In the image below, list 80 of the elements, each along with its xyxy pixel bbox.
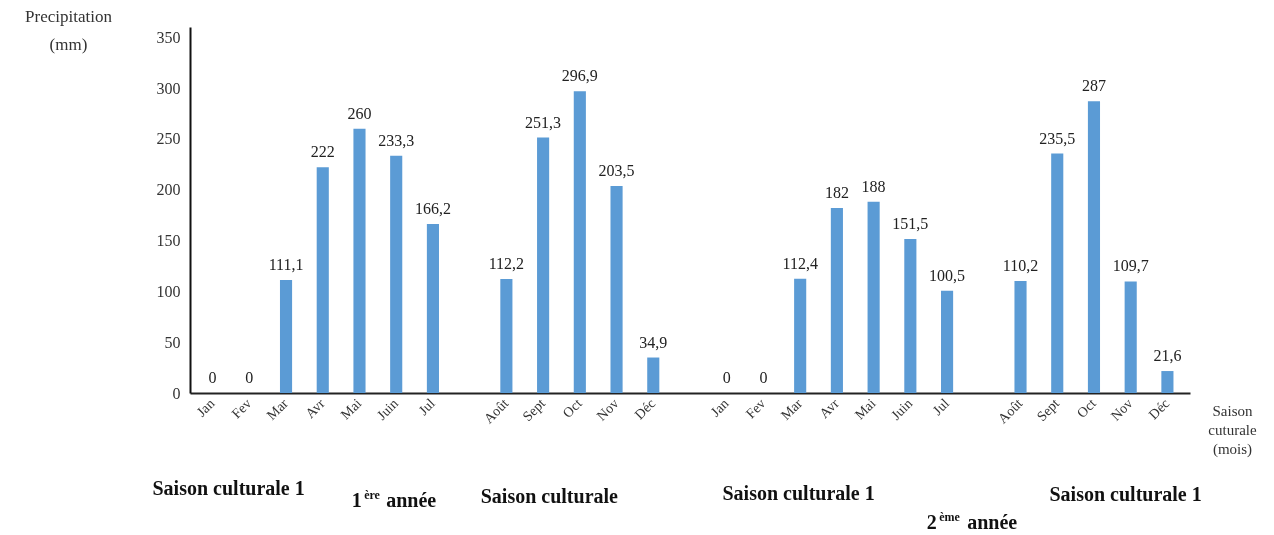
x-tick-label: Déc [631, 395, 659, 423]
x-tick-label: Juin [374, 395, 402, 423]
bar [390, 155, 403, 393]
x-tick-label: Sept [519, 395, 549, 425]
x-tick-label: Mar [778, 395, 806, 423]
x-tick-label: Fev [228, 395, 255, 422]
x-tick-label: Oct [1074, 395, 1099, 421]
y-tick-label: 50 [164, 333, 181, 351]
data-label: 110,2 [1002, 256, 1039, 274]
x-axis-title: Saison cuturale (mois) [1208, 402, 1257, 458]
bar [830, 207, 843, 393]
bar [353, 128, 366, 393]
x-tick-label: Juin [888, 395, 916, 423]
data-label: 235,5 [1039, 129, 1076, 147]
data-label: 112,4 [782, 254, 818, 272]
bar [647, 357, 660, 393]
bar [1087, 101, 1101, 393]
data-label: 0 [245, 369, 254, 386]
data-label: 222 [310, 143, 335, 161]
x-tick-label: Jul [415, 395, 438, 419]
bar [573, 91, 586, 393]
data-label: 34,9 [639, 333, 668, 351]
x-tick-label: Mai [337, 395, 365, 423]
bar [500, 278, 513, 393]
bar [316, 167, 329, 393]
bar [426, 224, 439, 393]
x-tick-label: Oct [559, 395, 585, 421]
x-tick-label: Jul [929, 395, 953, 419]
y-tick-label: 0 [172, 384, 181, 402]
data-label: 111,1 [268, 256, 304, 274]
data-label: 0 [722, 369, 731, 386]
text: Saison culturale 1 [152, 477, 305, 499]
y-tick-label: 300 [156, 79, 181, 97]
bar [1161, 371, 1174, 393]
y-tick-label: 100 [156, 282, 181, 300]
text: Saison culturale [480, 485, 619, 507]
data-label: 188 [861, 177, 886, 195]
bar [1014, 280, 1027, 393]
data-label: 112,2 [488, 254, 525, 272]
y-tick-label: 200 [156, 181, 181, 199]
data-label: 203,5 [598, 162, 635, 180]
data-label: 296,9 [561, 67, 598, 85]
y-tick-label: 250 [156, 130, 181, 148]
bar [1124, 281, 1137, 393]
data-label: 166,2 [414, 200, 451, 218]
data-label: 0 [208, 369, 217, 386]
x-tick-label: Déc [1145, 395, 1173, 423]
data-label: 21,6 [1153, 347, 1182, 365]
x-tick-label: Sept [1033, 395, 1063, 425]
data-label: 100,5 [929, 266, 966, 284]
x-tick-label: Fev [742, 395, 769, 422]
y-axis-title: Precipitation (mm) [25, 6, 113, 54]
y-tick-label: 350 [156, 28, 181, 46]
x-tick-label: Avr [816, 395, 843, 422]
bar [279, 280, 293, 393]
bar [867, 201, 880, 393]
text: Saison culturale 1 [1049, 483, 1202, 505]
x-tick-label: Mar [263, 395, 292, 423]
data-label: 0 [759, 369, 768, 386]
bar [794, 278, 807, 393]
data-label: 233,3 [378, 131, 415, 149]
x-tick-label: Jan [193, 395, 218, 420]
data-label: 251,3 [525, 113, 562, 131]
x-tick-label: Avr [302, 395, 328, 422]
x-tick-label: Jan [707, 395, 732, 420]
data-label: 109,7 [1112, 257, 1149, 275]
y-tick-label: 150 [156, 232, 181, 249]
bar [537, 137, 550, 393]
bar [941, 290, 954, 393]
bar [1051, 153, 1064, 393]
data-label: 182 [824, 183, 849, 201]
bar [904, 238, 917, 393]
x-tick-label: Mai [852, 395, 879, 423]
x-tick-label: Nov [1107, 395, 1136, 424]
data-label: 260 [347, 104, 372, 122]
x-tick-label: Nov [593, 395, 622, 424]
bar [610, 186, 623, 393]
text: Saison culturale 1 [722, 482, 875, 504]
data-label: 151,5 [892, 214, 929, 232]
data-label: 287 [1081, 77, 1106, 95]
